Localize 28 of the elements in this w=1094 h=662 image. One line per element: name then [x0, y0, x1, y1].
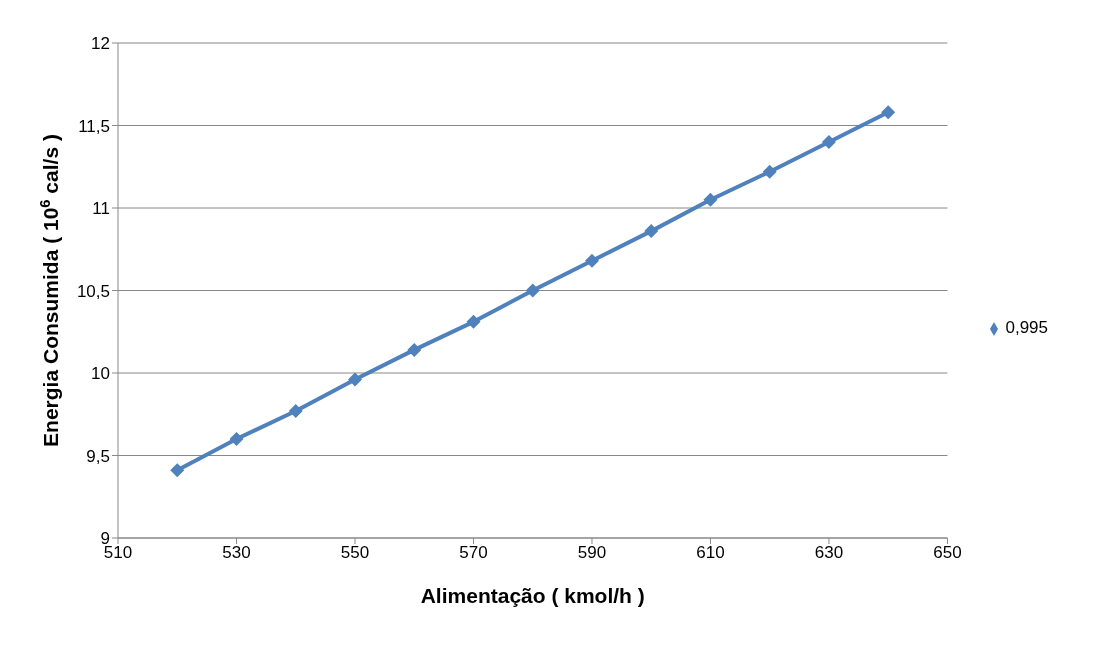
- x-axis-title: Alimentação ( kmol/h ): [420, 584, 645, 607]
- point: [170, 463, 185, 478]
- x-tick-label: 610: [696, 543, 725, 563]
- x-tick-label: 570: [459, 543, 488, 563]
- point: [644, 224, 659, 239]
- point: [466, 314, 481, 329]
- point: [881, 105, 896, 120]
- point: [288, 403, 303, 418]
- point: [703, 192, 718, 207]
- y-tick-label: 11,5: [78, 116, 110, 136]
- point: [584, 253, 599, 268]
- y-tick-label: 10,5: [76, 281, 110, 301]
- point: [525, 283, 540, 298]
- x-tick-label: 550: [340, 543, 370, 563]
- x-tick-label: 630: [814, 543, 844, 563]
- y-tick-label: 12: [91, 34, 110, 54]
- y-tick-label: 10: [91, 364, 110, 384]
- y-tick-label: 9,5: [86, 446, 110, 466]
- point: [347, 372, 362, 387]
- y-tick-label: 11: [92, 199, 110, 219]
- point: [762, 164, 777, 179]
- point: [229, 432, 244, 446]
- legend-label: 0,995: [1005, 318, 1048, 337]
- point: [821, 135, 836, 149]
- x-tick-label: 530: [222, 543, 251, 563]
- x-tick-label: 650: [933, 543, 962, 563]
- x-tick-label: 590: [577, 543, 607, 563]
- point: [407, 342, 422, 357]
